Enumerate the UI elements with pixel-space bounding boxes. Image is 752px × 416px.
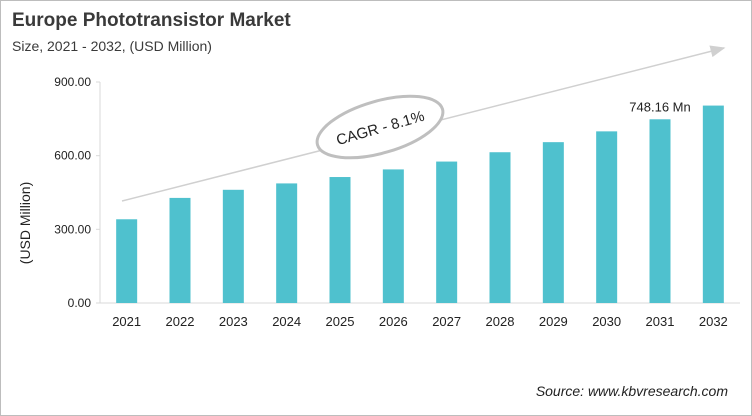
y-tick-label: 0.00 bbox=[68, 296, 92, 310]
bar-2031 bbox=[649, 119, 671, 303]
bar-2030 bbox=[596, 131, 618, 303]
y-tick-label: 300.00 bbox=[54, 222, 91, 236]
bar-2023 bbox=[222, 189, 244, 303]
bar-2025 bbox=[329, 177, 351, 303]
bar-2032 bbox=[702, 105, 724, 303]
bar-2022 bbox=[169, 197, 191, 303]
x-tick-label: 2032 bbox=[699, 314, 728, 329]
x-tick-label: 2024 bbox=[272, 314, 301, 329]
bar-2021 bbox=[116, 219, 138, 303]
bar-2027 bbox=[436, 161, 458, 303]
x-tick-label: 2030 bbox=[592, 314, 621, 329]
bar-2024 bbox=[276, 183, 298, 303]
x-tick-label: 2028 bbox=[486, 314, 515, 329]
chart-title: Europe Phototransistor Market bbox=[12, 10, 291, 31]
bar-2029 bbox=[542, 142, 564, 303]
y-tick-label: 600.00 bbox=[54, 149, 91, 163]
cagr-ellipse bbox=[315, 94, 445, 160]
x-tick-label: 2031 bbox=[646, 314, 675, 329]
chart-subtitle: Size, 2021 - 2032, (USD Million) bbox=[12, 38, 212, 54]
x-tick-label: 2029 bbox=[539, 314, 568, 329]
x-tick-label: 2021 bbox=[112, 314, 141, 329]
x-tick-label: 2025 bbox=[326, 314, 355, 329]
x-tick-label: 2027 bbox=[432, 314, 461, 329]
data-label: 748.16 Mn bbox=[629, 99, 690, 114]
x-tick-label: 2022 bbox=[166, 314, 195, 329]
y-tick-label: 900.00 bbox=[54, 75, 91, 89]
bar-2026 bbox=[382, 169, 404, 303]
x-tick-label: 2023 bbox=[219, 314, 248, 329]
y-axis-label: (USD Million) bbox=[17, 182, 33, 264]
bar-2028 bbox=[489, 152, 511, 303]
source-note: Source: www.kbvresearch.com bbox=[535, 383, 728, 399]
x-tick-label: 2026 bbox=[379, 314, 408, 329]
